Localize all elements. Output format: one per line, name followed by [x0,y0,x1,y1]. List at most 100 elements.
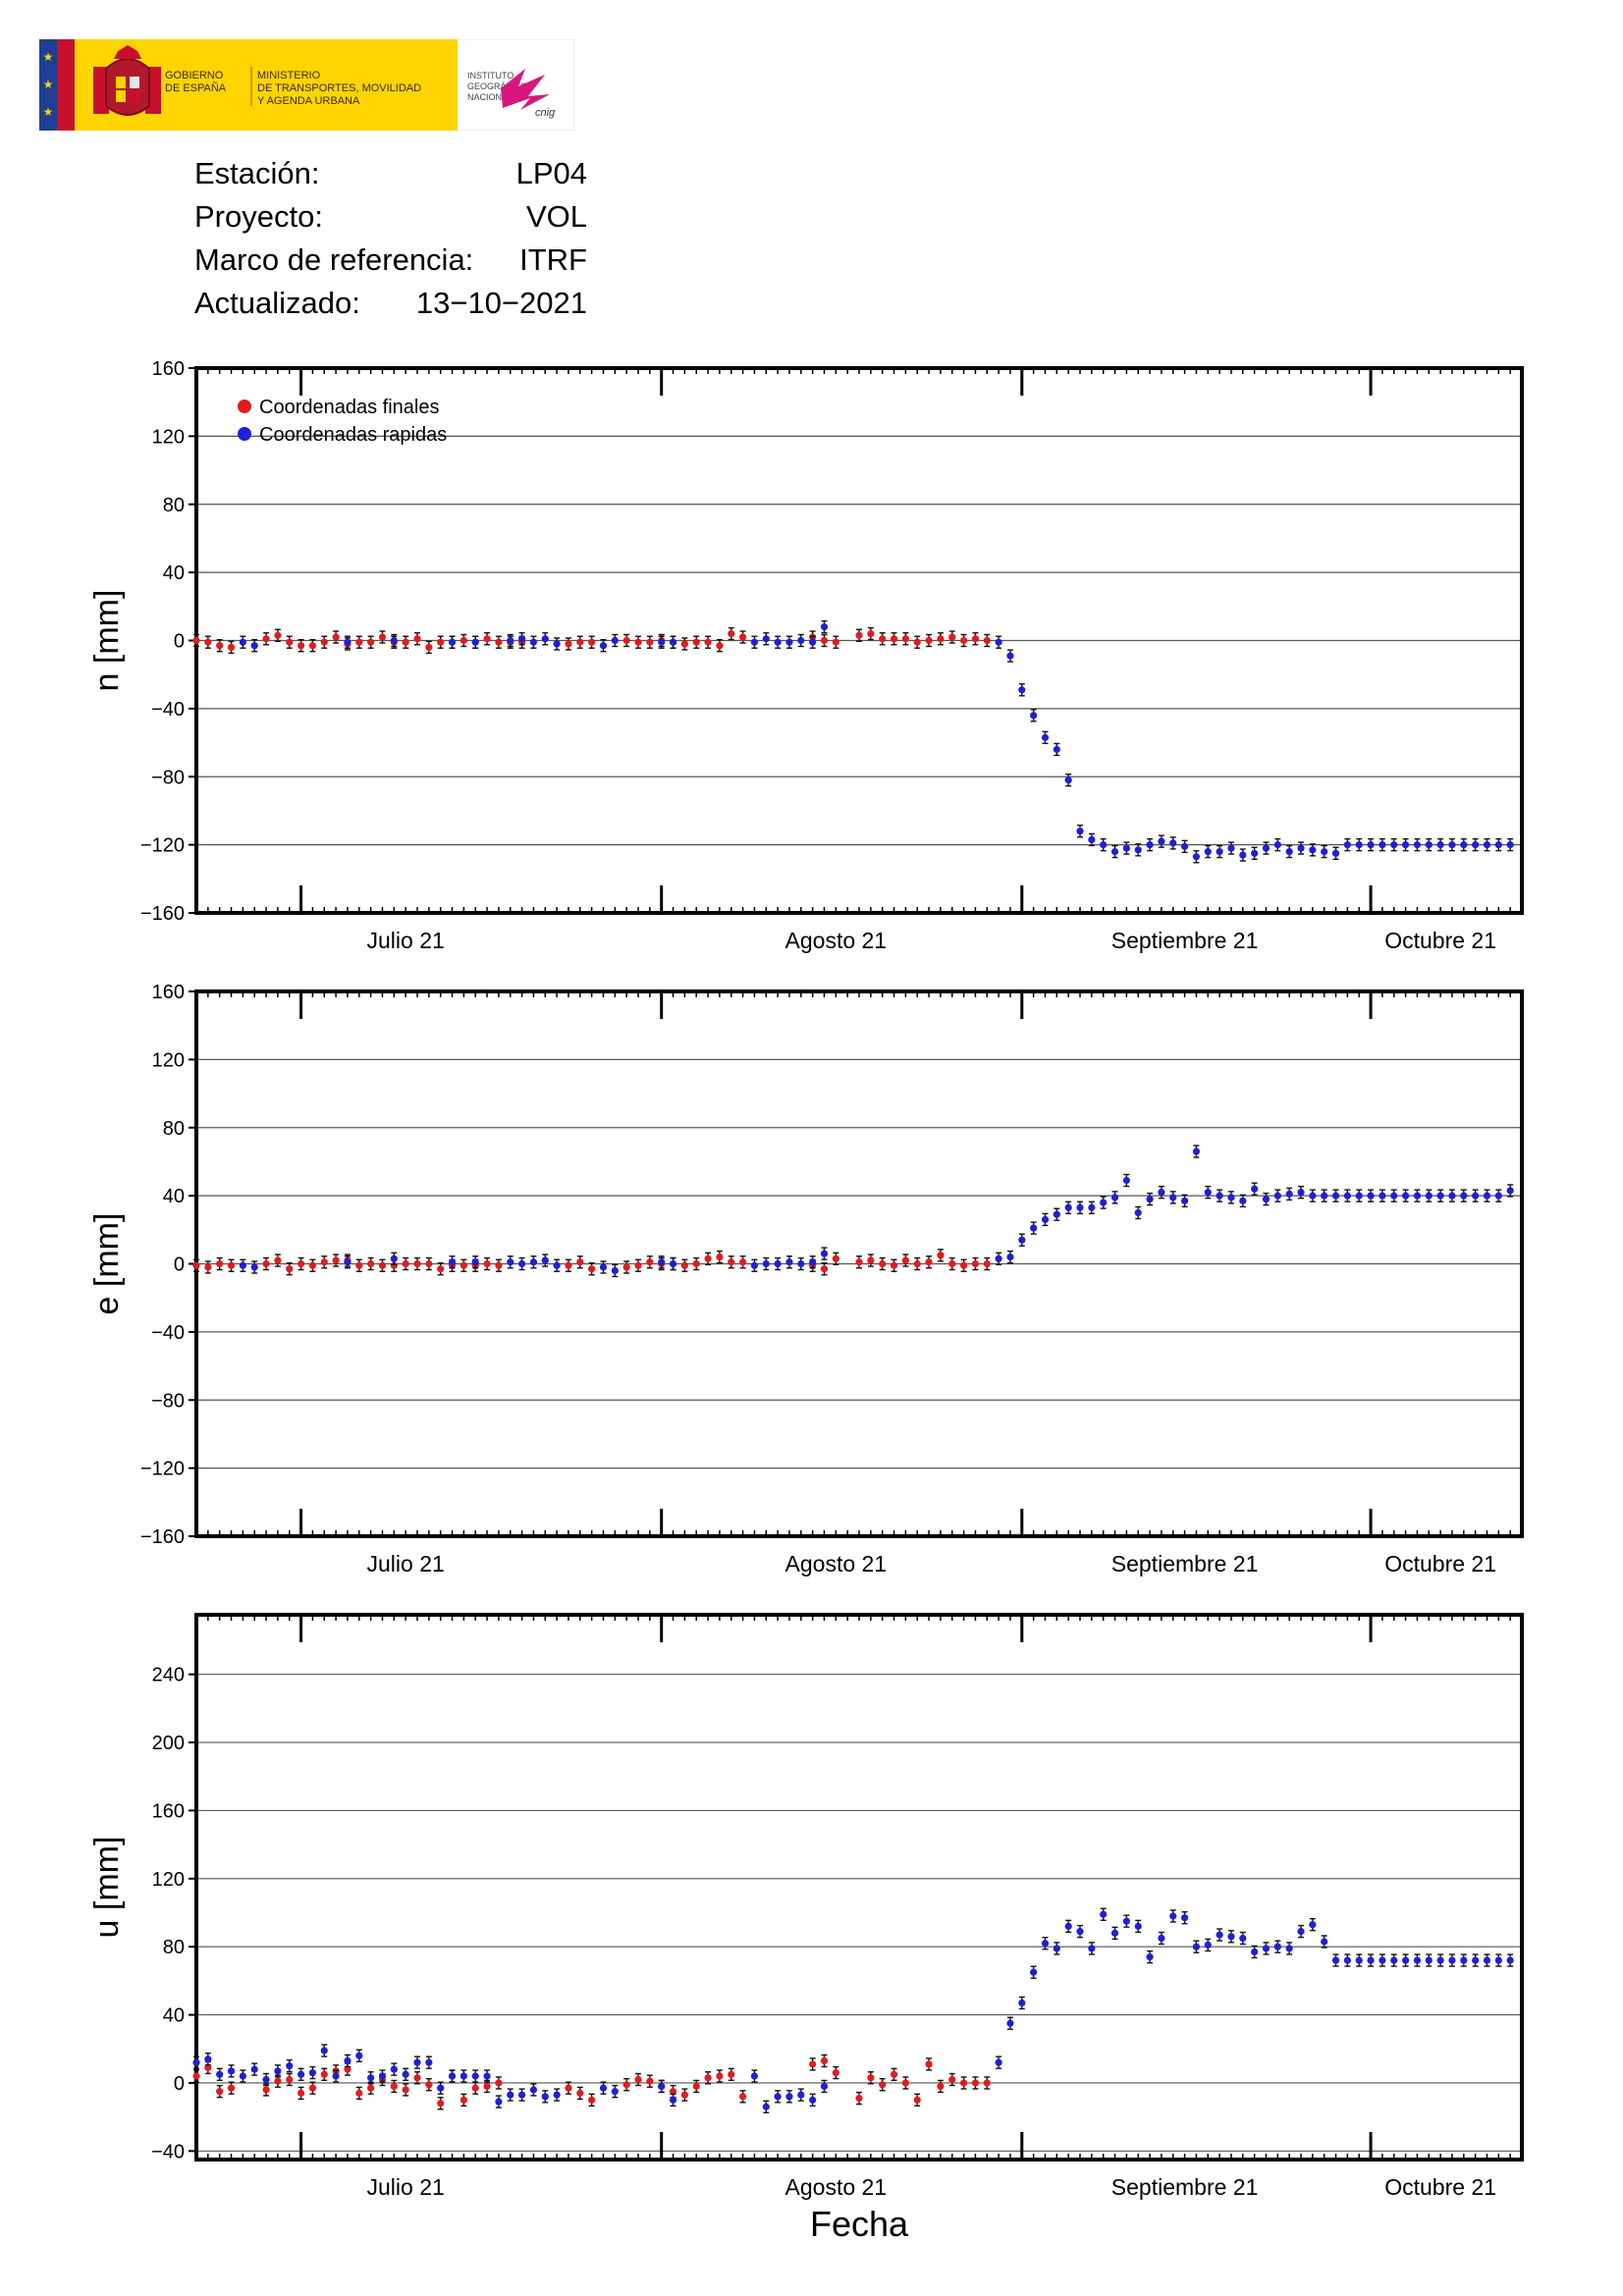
rapid-point [332,2069,340,2083]
rapid-point [1134,1919,1142,1934]
rapid-point [1239,1931,1247,1946]
rapid-point [1041,1937,1050,1950]
rapid-point [529,1255,538,1269]
final-point [227,1258,236,1272]
rapid-point [1494,1189,1502,1202]
final-point [867,1254,875,1267]
rapid-point [1180,839,1189,854]
gobierno-line2: DE ESPAÑA [165,81,227,94]
final-point [948,2072,956,2087]
rapid-point [1343,837,1351,852]
frame-value: ITRF [519,242,587,277]
rapid-point [517,632,526,646]
rapid-point [1227,841,1235,855]
final-point [413,1256,421,1271]
rapid-point [1297,841,1305,855]
rapid-point [1343,1189,1351,1202]
rapid-point [250,1260,258,1274]
updated-row: Actualizado: 13−10−2021 [194,282,587,325]
rapid-point [344,635,352,649]
final-point [286,1262,294,1276]
y-tick-label: 0 [174,2073,185,2095]
rapid-point [1331,1953,1340,1967]
rapid-point [820,1247,829,1260]
rapid-point [1053,742,1060,757]
y-tick-label: 120 [152,426,185,448]
final-point [832,2065,839,2080]
final-point [483,1256,491,1271]
rapid-point [1285,1187,1293,1201]
rapid-point [1436,837,1444,852]
final-point [286,635,294,649]
final-point [983,633,991,648]
ign-line1: INSTITUTO [467,71,514,80]
rapid-point [507,633,514,648]
rapid-point [1494,1953,1502,1967]
rapid-point [1239,848,1247,862]
rapid-point [1436,1189,1444,1202]
rapid-point [239,635,246,649]
rapid-point [1204,844,1212,859]
eu-flag-stripe [39,39,57,131]
rapid-point [1018,1233,1026,1247]
rapid-point [1379,1189,1386,1202]
final-point [320,1255,328,1269]
legend-rapid-label: Coordenadas rapidas [259,424,447,446]
x-tick-label: Octubre 21 [1384,2174,1496,2200]
final-point [937,1249,945,1262]
final-point [274,1254,282,1267]
rapid-point [1180,1194,1189,1208]
final-point [622,1260,630,1274]
final-point [355,1258,363,1272]
rapid-point [1506,1953,1514,1967]
final-point [692,635,700,649]
x-tick-label: Agosto 21 [785,928,888,953]
x-tick-label: Julio 21 [367,1551,445,1576]
rapid-point [529,635,538,649]
rapid-point [750,2069,759,2083]
rapid-point [1041,730,1050,745]
final-point [378,1258,387,1272]
svg-text:★: ★ [43,78,54,91]
rapid-point [1006,1250,1014,1264]
final-point [971,2076,980,2090]
rapid-point [1472,1953,1480,1967]
final-point [425,2077,433,2092]
x-tick-label: Septiembre 21 [1111,2174,1259,2200]
rapid-point [669,635,677,649]
final-point [959,2076,968,2090]
final-point [460,2093,467,2107]
rapid-point [1180,1911,1189,1925]
rapid-point [1436,1953,1444,1967]
rapid-point [762,1256,770,1271]
y-tick-label: −80 [151,767,185,788]
y-tick-label: 160 [152,1800,185,1822]
rapid-point [413,2056,421,2069]
rapid-point [1158,1185,1165,1200]
rapid-point [1053,1207,1060,1221]
updated-value: 13−10−2021 [415,286,587,320]
rapid-point [1262,1192,1271,1206]
rapid-point [1506,837,1514,852]
rapid-point [1379,837,1386,852]
rapid-point [1309,1917,1317,1932]
rapid-point [1251,846,1259,860]
rapid-point [1030,1965,1038,1979]
rapid-point [460,2069,467,2083]
y-tick-label: 160 [152,982,185,1003]
final-point [983,2076,991,2090]
rapid-point [809,635,817,649]
final-point [308,639,317,653]
project-row: Proyecto: VOL [194,195,587,239]
final-point [716,1250,724,1264]
final-point [913,1256,921,1271]
rapid-point [1134,843,1142,857]
station-row: Estación: LP04 [194,152,587,195]
rapid-point [809,1255,817,1269]
rapid-point [611,2084,619,2099]
final-point [646,635,654,649]
rapid-point [1448,1189,1456,1202]
rapid-point [1379,1953,1386,1967]
final-point [901,632,909,646]
rapid-point [820,2079,829,2094]
